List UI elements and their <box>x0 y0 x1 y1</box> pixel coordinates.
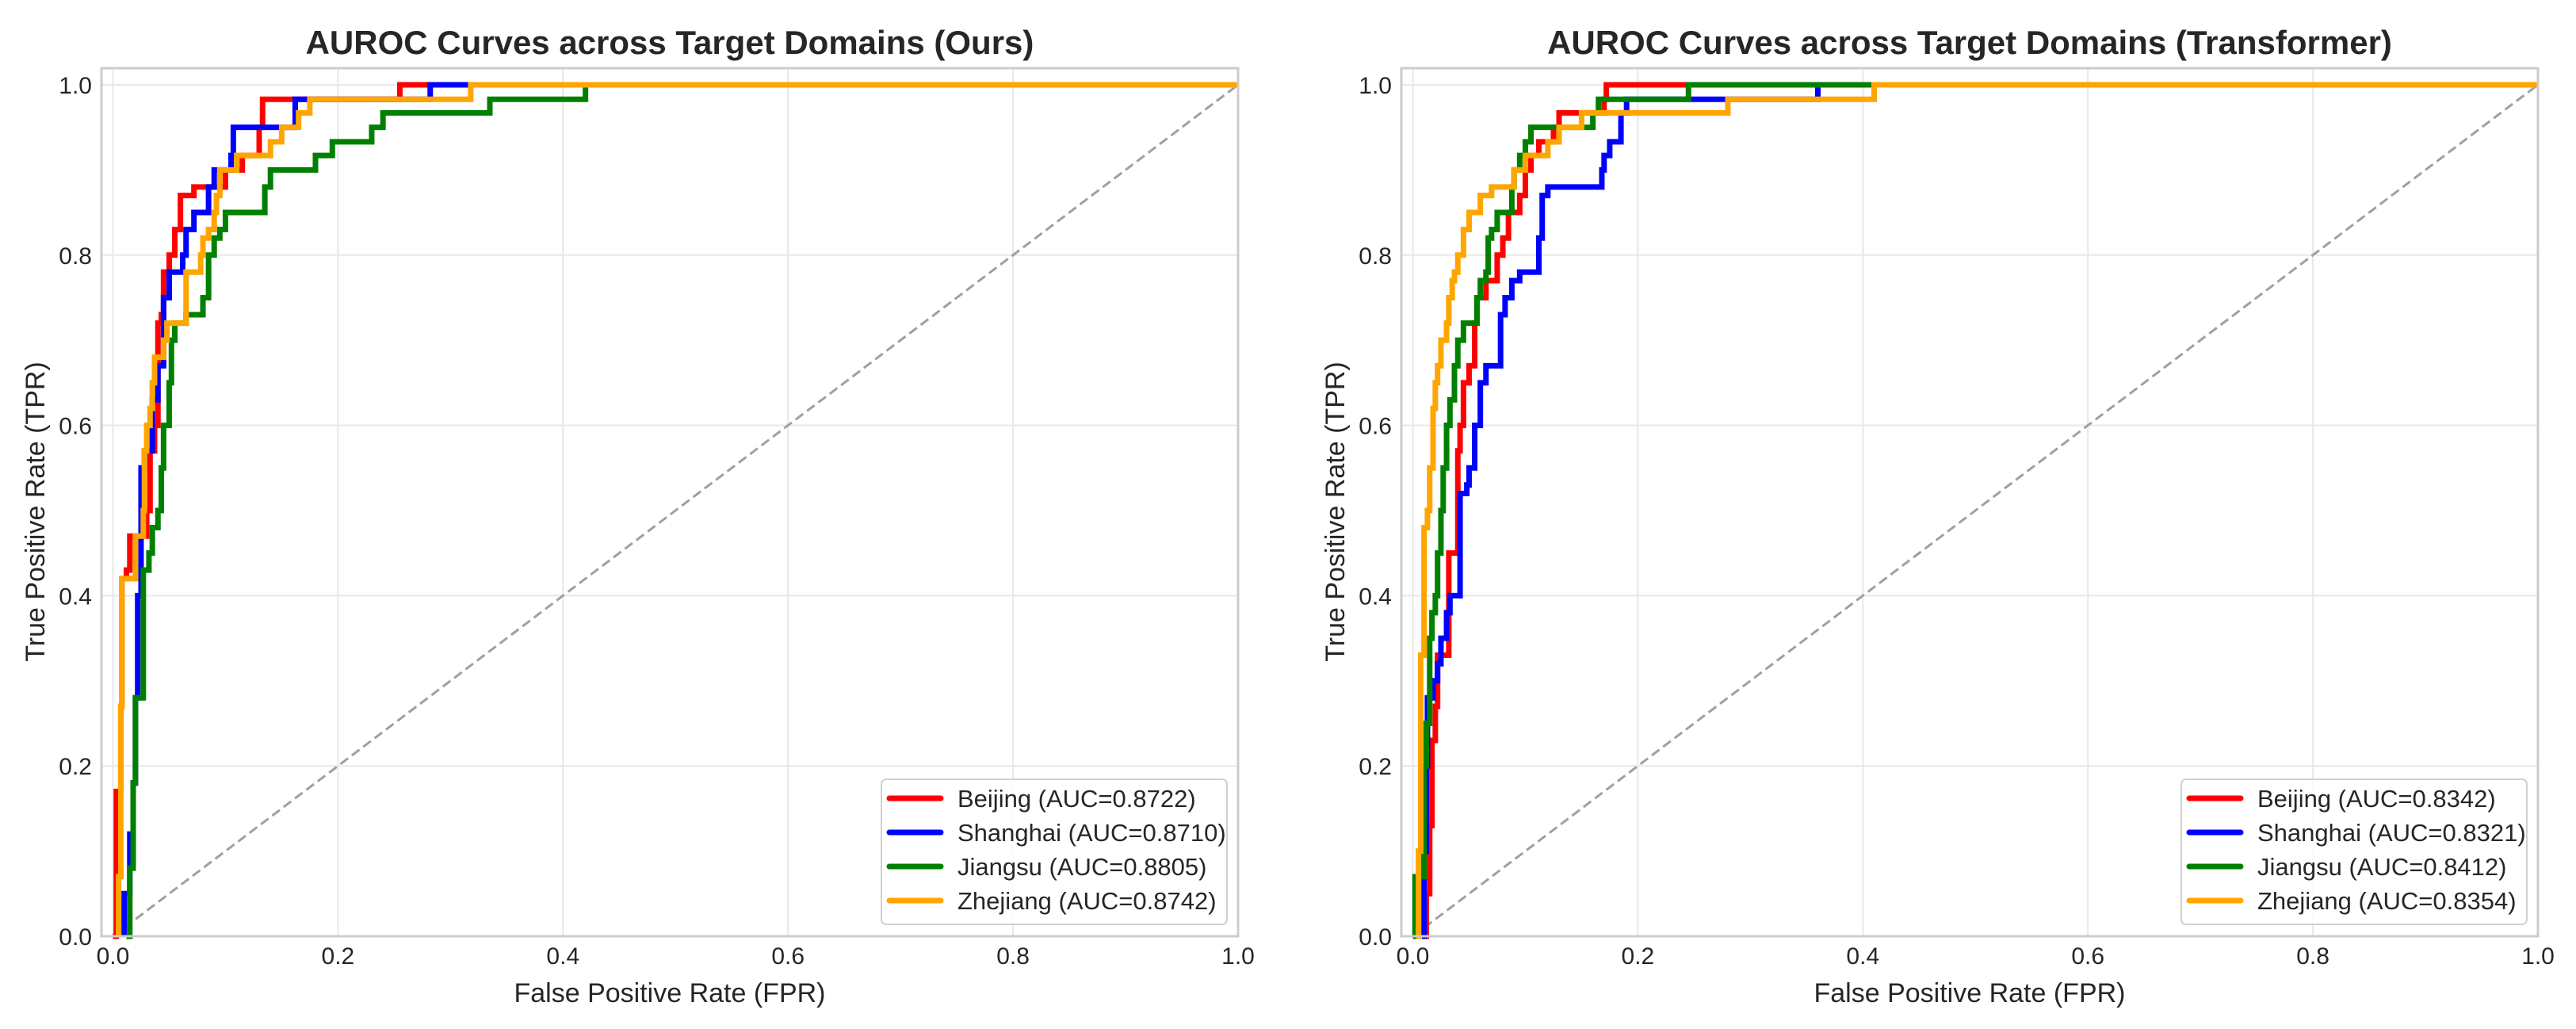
axes-frame <box>1400 67 2540 938</box>
roc-curve-shanghai <box>1421 82 2538 939</box>
y-tick-label: 0.8 <box>1359 243 1392 270</box>
x-tick-label: 1.0 <box>2521 943 2555 970</box>
legend-box <box>2180 778 2528 925</box>
y-tick-label: 0.0 <box>1359 924 1392 951</box>
y-axis-label: True Positive Rate (TPR) <box>1320 361 1351 662</box>
chance-diagonal-line <box>1412 83 2539 938</box>
legend-entry: Beijing (AUC=0.8722) <box>957 785 1196 813</box>
x-axis-label: False Positive Rate (FPR) <box>514 978 826 1008</box>
legend-entry: Shanghai (AUC=0.8321) <box>2257 819 2526 847</box>
chart-title: AUROC Curves across Target Domains (Ours… <box>306 24 1034 61</box>
roc-curve-zhejiang <box>116 82 1238 936</box>
roc-curve-jiangsu <box>1412 82 2538 939</box>
y-tick-label: 1.0 <box>59 73 92 99</box>
x-tick-label: 0.2 <box>322 943 355 970</box>
chance-diagonal-line <box>112 83 1239 938</box>
x-tick-label: 0.4 <box>1846 943 1879 970</box>
legend-entry: Zhejiang (AUC=0.8742) <box>957 887 1217 915</box>
legend-entry: Shanghai (AUC=0.8710) <box>957 819 1226 847</box>
legend-entry: Beijing (AUC=0.8342) <box>2257 785 2496 813</box>
x-tick-label: 0.6 <box>2071 943 2104 970</box>
legend-box <box>881 778 1228 925</box>
legend: Beijing (AUC=0.8342) Shanghai (AUC=0.8321… <box>2180 778 2528 925</box>
y-axis-label: True Positive Rate (TPR) <box>21 361 51 662</box>
chart-panel-transformer: 0.0 0.2 0.4 0.6 0.8 1.0 0.0 0.2 0.4 0.6 0.8 1.0 AURO… <box>1320 24 2555 1008</box>
y-tick-label: 0.0 <box>59 924 92 951</box>
legend-entry: Jiangsu (AUC=0.8805) <box>957 853 1206 881</box>
y-tick-label: 0.8 <box>59 243 92 270</box>
x-tick-label: 0.2 <box>1622 943 1655 970</box>
x-tick-label: 0.0 <box>1397 943 1430 970</box>
x-tick-label: 0.6 <box>771 943 805 970</box>
x-tick-label: 0.8 <box>2296 943 2329 970</box>
chart-panel-ours: 0.0 0.2 0.4 0.6 0.8 1.0 0.0 0.2 0.4 0.6 0.8 1.0 AURO… <box>21 24 1255 1008</box>
legend-entry: Zhejiang (AUC=0.8354) <box>2257 887 2517 915</box>
x-tick-label: 1.0 <box>1221 943 1255 970</box>
y-tick-label: 0.6 <box>59 414 92 440</box>
y-tick-label: 0.4 <box>1359 583 1392 610</box>
y-tick-label: 0.2 <box>59 754 92 780</box>
x-tick-label: 0.8 <box>996 943 1030 970</box>
roc-curve-jiangsu <box>126 82 1238 939</box>
y-tick-label: 0.2 <box>1359 754 1392 780</box>
axes-frame <box>100 67 1240 938</box>
roc-curve-zhejiang <box>1416 82 2538 939</box>
x-tick-label: 0.0 <box>97 943 130 970</box>
legend-entry: Jiangsu (AUC=0.8412) <box>2257 853 2506 881</box>
y-tick-label: 0.4 <box>59 583 92 610</box>
legend: Beijing (AUC=0.8722) Shanghai (AUC=0.8710… <box>881 778 1228 925</box>
x-axis-label: False Positive Rate (FPR) <box>1814 978 2126 1008</box>
y-tick-label: 1.0 <box>1359 73 1392 99</box>
y-tick-label: 0.6 <box>1359 414 1392 440</box>
x-tick-label: 0.4 <box>546 943 579 970</box>
chart-title: AUROC Curves across Target Domains (Tran… <box>1547 24 2392 61</box>
